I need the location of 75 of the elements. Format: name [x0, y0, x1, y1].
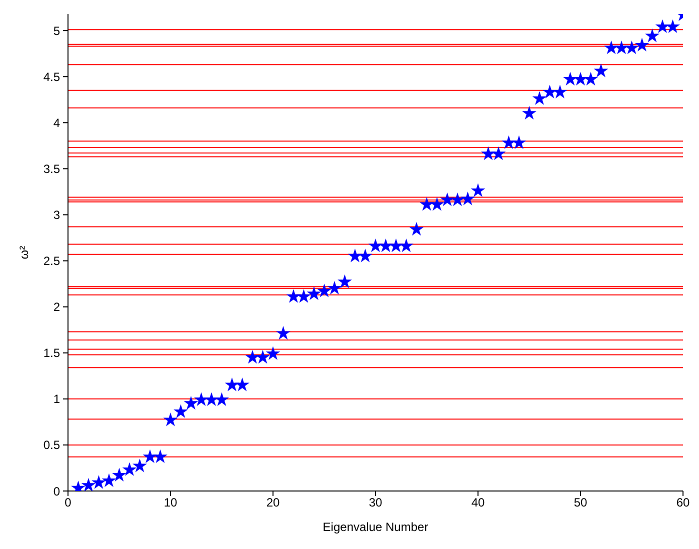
- point: [194, 392, 208, 406]
- point: [153, 449, 168, 464]
- y-tick-label: 0.5: [43, 438, 60, 452]
- point: [112, 468, 126, 482]
- y-tick-label: 2: [53, 300, 60, 314]
- x-tick-label: 40: [471, 496, 485, 510]
- point: [286, 289, 301, 303]
- x-tick-label: 0: [64, 496, 72, 510]
- point: [440, 192, 454, 206]
- point: [348, 248, 362, 262]
- y-tick-label: 1: [53, 392, 60, 406]
- point: [481, 146, 496, 160]
- point: [388, 238, 404, 252]
- y-tick-label: 1.5: [43, 346, 60, 360]
- point: [563, 72, 578, 86]
- point: [378, 238, 393, 252]
- point: [430, 197, 444, 211]
- point: [214, 392, 229, 406]
- x-tick-label: 20: [266, 496, 280, 510]
- point: [235, 378, 250, 392]
- point: [306, 286, 322, 300]
- point: [256, 350, 270, 364]
- point: [542, 84, 557, 98]
- point: [142, 449, 158, 464]
- point: [327, 280, 342, 295]
- point: [224, 378, 240, 392]
- point: [358, 248, 372, 262]
- point: [81, 478, 96, 491]
- x-tick-label: 30: [368, 496, 382, 510]
- point: [450, 192, 465, 206]
- point: [122, 462, 137, 476]
- x-tick-label: 60: [676, 496, 690, 510]
- point: [92, 475, 106, 489]
- point: [184, 396, 198, 410]
- point: [132, 458, 147, 472]
- y-tick-label: 4: [53, 116, 60, 130]
- x-tick-label: 50: [574, 496, 588, 510]
- point: [634, 38, 650, 52]
- point: [409, 222, 424, 236]
- point: [163, 412, 178, 426]
- point: [512, 135, 526, 150]
- point: [624, 40, 639, 54]
- y-tick-label: 2.5: [43, 254, 60, 268]
- y-tick-label: 5: [53, 24, 60, 38]
- point: [491, 146, 506, 160]
- point: [174, 404, 188, 418]
- point: [368, 238, 383, 252]
- y-tick-label: 4.5: [43, 70, 60, 84]
- point: [460, 192, 475, 206]
- point: [296, 289, 311, 303]
- point: [666, 19, 680, 33]
- point: [245, 350, 260, 364]
- point: [532, 91, 547, 105]
- point: [276, 326, 290, 340]
- point: [594, 64, 608, 78]
- point: [266, 346, 280, 360]
- point: [522, 106, 536, 120]
- point: [645, 28, 660, 42]
- point: [338, 274, 352, 288]
- y-tick-label: 3: [53, 208, 60, 222]
- point: [420, 197, 434, 211]
- x-axis-title: Eigenvalue Number: [322, 520, 428, 534]
- x-tick-label: 10: [164, 496, 178, 510]
- point: [502, 135, 516, 150]
- point: [614, 40, 629, 54]
- point: [604, 40, 618, 54]
- point: [399, 238, 414, 252]
- y-tick-label: 0: [53, 484, 60, 498]
- y-axis-title: ω²: [17, 246, 31, 260]
- point: [102, 473, 116, 487]
- point: [552, 84, 568, 98]
- point: [470, 183, 486, 197]
- point: [584, 72, 598, 86]
- y-tick-label: 3.5: [43, 162, 60, 176]
- point: [317, 284, 332, 298]
